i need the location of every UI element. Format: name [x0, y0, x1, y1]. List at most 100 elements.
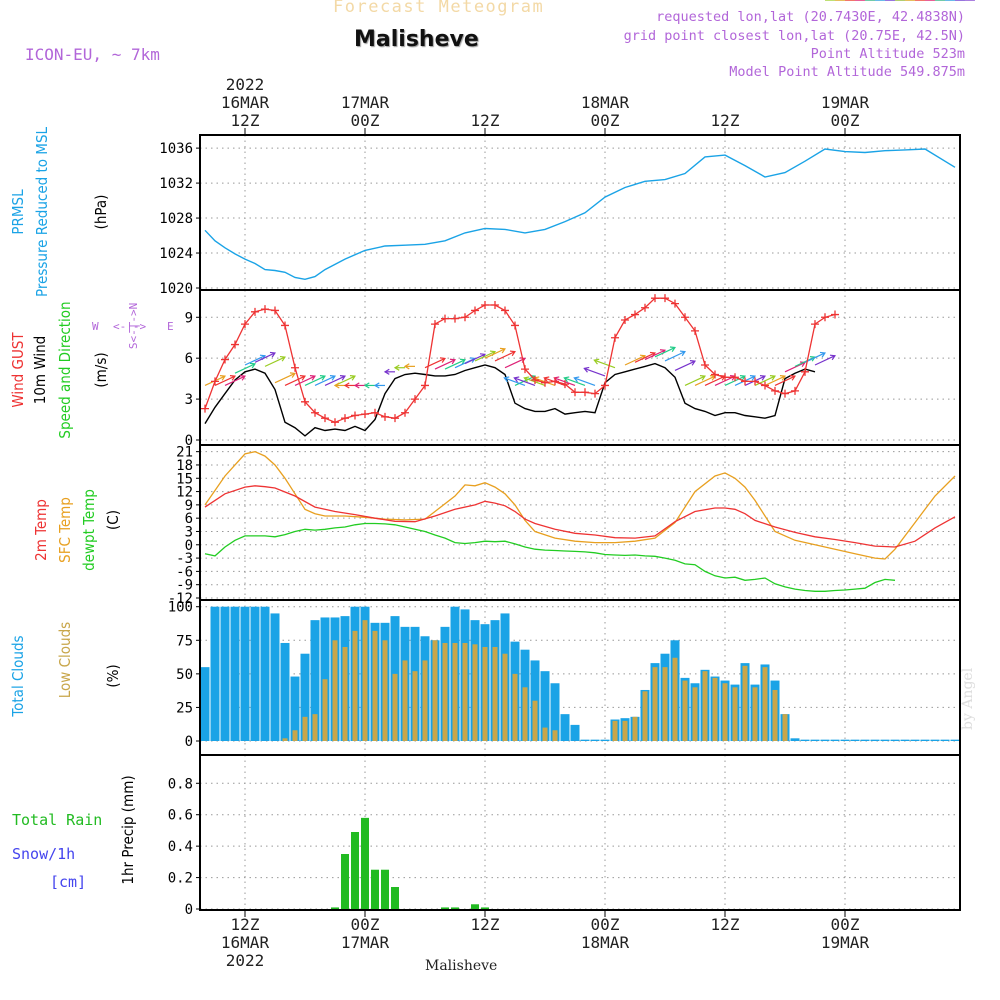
time-label-top: 00Z	[591, 111, 620, 130]
low-cloud-bar	[702, 671, 708, 741]
y-tick-label: 18	[176, 458, 193, 474]
low-cloud-bar	[712, 677, 718, 741]
rain-bar	[361, 817, 369, 909]
low-cloud-bar	[762, 667, 768, 741]
wind-direction-arrow	[494, 351, 516, 362]
y-tick-label: 1028	[159, 211, 193, 227]
sfc-temp-label: SFC Temp	[56, 497, 74, 563]
y-tick-label: 1032	[159, 176, 193, 192]
time-label-bottom: 17MAR	[341, 933, 390, 952]
wind-direction-arrow	[244, 355, 266, 366]
gust-marker	[801, 367, 809, 376]
low-cloud-bar	[512, 673, 518, 741]
model-point-altitude: Model Point Altitude 549.875m	[729, 64, 965, 80]
watermark: by Angel	[960, 667, 976, 730]
sfc-temp-line	[204, 451, 956, 560]
total-cloud-bar	[820, 739, 830, 741]
precip-unit-label: 1hr Precip (mm)	[119, 775, 137, 884]
wind-direction-arrow	[514, 375, 536, 386]
rain-bar	[341, 854, 349, 909]
gust-marker	[421, 381, 429, 390]
wind-direction-arrow	[674, 360, 696, 371]
total-cloud-bar	[840, 739, 850, 741]
y-tick-label: 15	[176, 471, 193, 487]
y-tick-label: 25	[176, 700, 193, 716]
low-cloud-bar	[672, 657, 678, 741]
total-cloud-bar	[540, 671, 550, 741]
gust-marker	[681, 313, 689, 322]
snow-label: Snow/1h	[12, 845, 75, 863]
gust-marker	[701, 361, 709, 369]
low-cloud-bar	[302, 716, 308, 741]
time-label-top: 00Z	[831, 111, 860, 130]
wind-arrow-head	[363, 382, 370, 389]
total-cloud-bar	[950, 739, 960, 741]
wind-direction-arrow	[444, 359, 466, 370]
low-cloud-bar	[682, 680, 688, 741]
panel-frame	[199, 134, 961, 291]
wind-arrow-head	[689, 360, 696, 366]
low-cloud-bar	[722, 683, 728, 741]
total-cloud-bar	[580, 739, 590, 741]
low-cloud-bar	[452, 642, 458, 741]
gust-marker	[761, 381, 769, 390]
total-cloud-bar	[270, 613, 280, 741]
gust-marker	[611, 333, 619, 342]
wind-arrow-head	[523, 376, 530, 383]
gust-marker	[631, 310, 639, 319]
gust-marker	[231, 340, 239, 349]
total-cloud-bar	[790, 738, 800, 741]
gust-marker	[461, 313, 469, 322]
low-cloud-bar	[322, 679, 328, 741]
total-cloud-bar	[920, 739, 930, 741]
y-tick-label: 0	[185, 433, 193, 449]
wind-direction-arrow	[434, 359, 456, 370]
wind-arrow-head	[553, 376, 560, 383]
low-cloud-bar	[432, 640, 438, 741]
wind-arrow-head	[779, 375, 786, 381]
total-cloud-bar	[860, 739, 870, 741]
low-cloud-bar	[412, 671, 418, 741]
time-label-top: 2022	[226, 75, 265, 94]
wind-direction-arrow	[224, 375, 246, 386]
wind-direction-arrow	[504, 357, 526, 369]
wind-arrow-head	[573, 376, 580, 383]
wind-arrow-head	[309, 375, 316, 381]
gust-marker	[361, 410, 369, 419]
y-tick-label: 3	[185, 524, 193, 540]
wind-speed-direction-label: Speed and Direction	[56, 301, 74, 438]
total-cloud-bar	[290, 676, 300, 741]
time-label-top: 12Z	[711, 111, 740, 130]
low-cloud-bar	[752, 687, 758, 741]
wind-arrow-head	[509, 350, 516, 357]
time-label-bottom: 00Z	[351, 915, 380, 934]
total-cloud-bar	[870, 739, 880, 741]
grid-point-coords: grid point closest lon,lat (20.75E, 42.5…	[623, 28, 965, 44]
y-tick-label: 0	[185, 734, 193, 750]
wind-arrow-head	[319, 375, 326, 381]
total-cloud-bar	[220, 606, 230, 741]
wind-arrow-head	[229, 375, 236, 381]
wind-direction-arrow	[664, 351, 686, 362]
time-label-top: 16MAR	[221, 93, 270, 112]
low-cloud-bar	[472, 644, 478, 741]
wind-arrow-head	[439, 357, 446, 363]
low-cloud-bar	[442, 642, 448, 741]
pressure-line	[204, 148, 956, 281]
2m-temp-line	[204, 485, 956, 548]
time-label-bottom: 2022	[226, 951, 265, 970]
low-cloud-bar	[782, 714, 788, 741]
wind-unit-label: (m/s)	[92, 352, 110, 387]
low-cloud-bar	[392, 673, 398, 741]
y-tick-label: 0	[185, 902, 193, 918]
gust-marker	[751, 377, 759, 386]
low-cloud-bar	[652, 667, 658, 741]
wind-arrow-head	[403, 363, 410, 370]
gust-marker	[781, 389, 789, 398]
wind-gust-label: Wind GUST	[9, 332, 27, 408]
gust-marker	[301, 397, 309, 406]
y-tick-label: 9	[185, 498, 193, 514]
wind-arrow-head	[699, 375, 706, 381]
time-label-bottom: 12Z	[231, 915, 260, 934]
